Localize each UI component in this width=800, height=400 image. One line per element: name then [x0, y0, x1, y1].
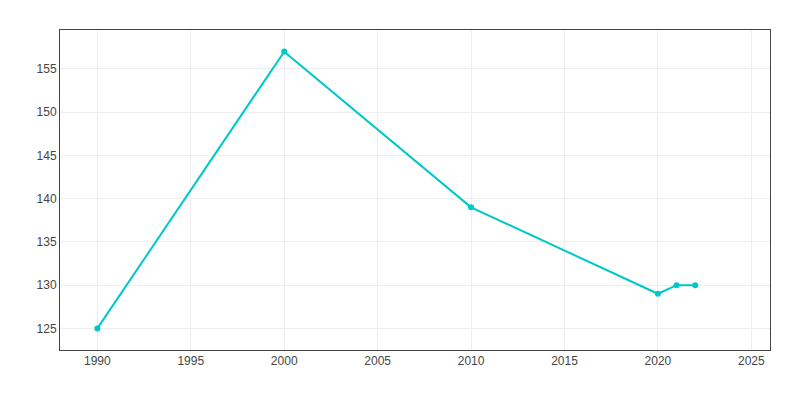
svg-text:2000: 2000	[271, 354, 298, 368]
svg-text:140: 140	[37, 192, 57, 206]
svg-text:125: 125	[37, 322, 57, 336]
svg-text:150: 150	[37, 105, 57, 119]
svg-text:2025: 2025	[738, 354, 765, 368]
svg-text:2015: 2015	[551, 354, 578, 368]
svg-text:1995: 1995	[177, 354, 204, 368]
svg-text:145: 145	[37, 149, 57, 163]
svg-text:2010: 2010	[458, 354, 485, 368]
svg-text:2020: 2020	[645, 354, 672, 368]
svg-text:155: 155	[37, 62, 57, 76]
svg-text:130: 130	[37, 278, 57, 292]
svg-text:135: 135	[37, 235, 57, 249]
svg-text:2005: 2005	[364, 354, 391, 368]
svg-text:1990: 1990	[84, 354, 111, 368]
